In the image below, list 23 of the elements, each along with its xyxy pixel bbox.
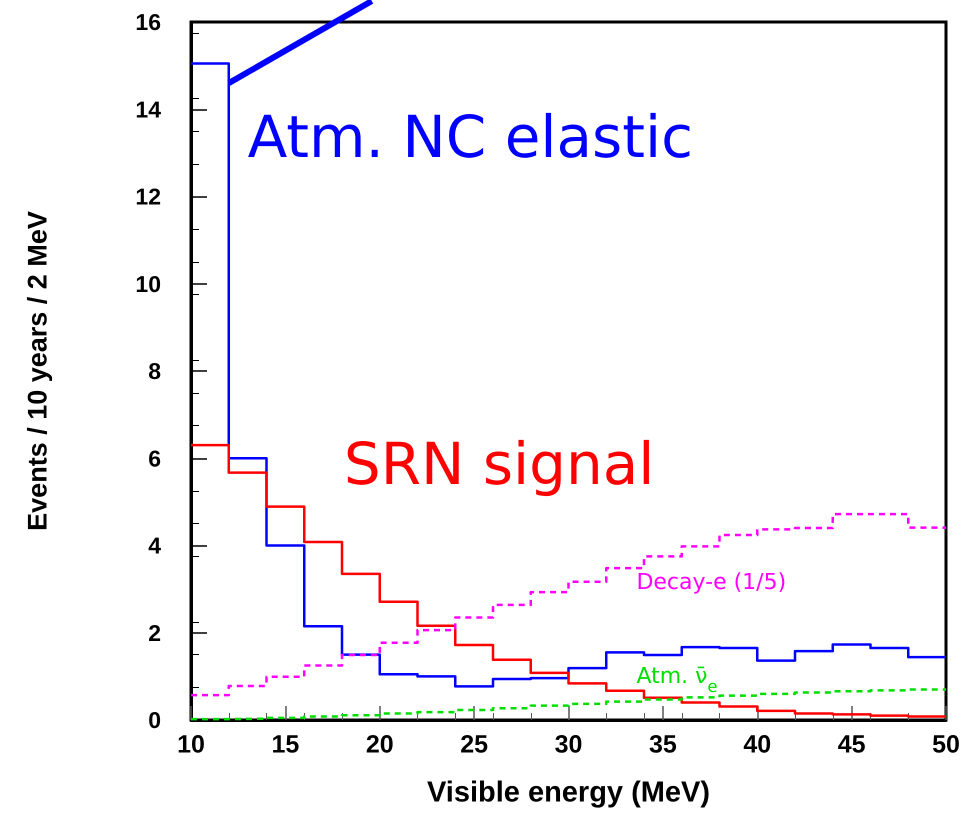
x-tick-label: 15	[271, 730, 300, 758]
y-tick-label: 16	[135, 9, 161, 35]
series-label: Decay-e (1/5)	[636, 570, 786, 595]
y-tick-label: 14	[135, 96, 162, 122]
x-tick-label: 20	[366, 730, 394, 758]
y-tick-label: 8	[148, 358, 162, 384]
x-tick-label: 25	[460, 730, 488, 758]
x-tick-label: 50	[932, 730, 960, 758]
y-tick-label: 6	[148, 445, 161, 472]
x-axis-title: Visible energy (MeV)	[426, 776, 710, 808]
x-tick-label: 45	[838, 730, 866, 758]
x-tick-label: 10	[177, 730, 205, 758]
x-tick-label: 30	[554, 730, 582, 758]
y-tick-label: 12	[135, 184, 161, 210]
y-tick-label: 2	[148, 620, 161, 646]
x-tick-label: 35	[648, 730, 677, 758]
y-axis-title: Events / 10 years / 2 MeV	[22, 211, 52, 531]
y-tick-label: 10	[135, 270, 161, 297]
x-tick-label: 40	[743, 730, 772, 758]
series-label: SRN signal	[344, 430, 654, 498]
y-tick-label: 4	[148, 532, 162, 558]
series-label: Atm. NC elastic	[248, 102, 694, 171]
y-tick-label: 0	[148, 707, 161, 733]
